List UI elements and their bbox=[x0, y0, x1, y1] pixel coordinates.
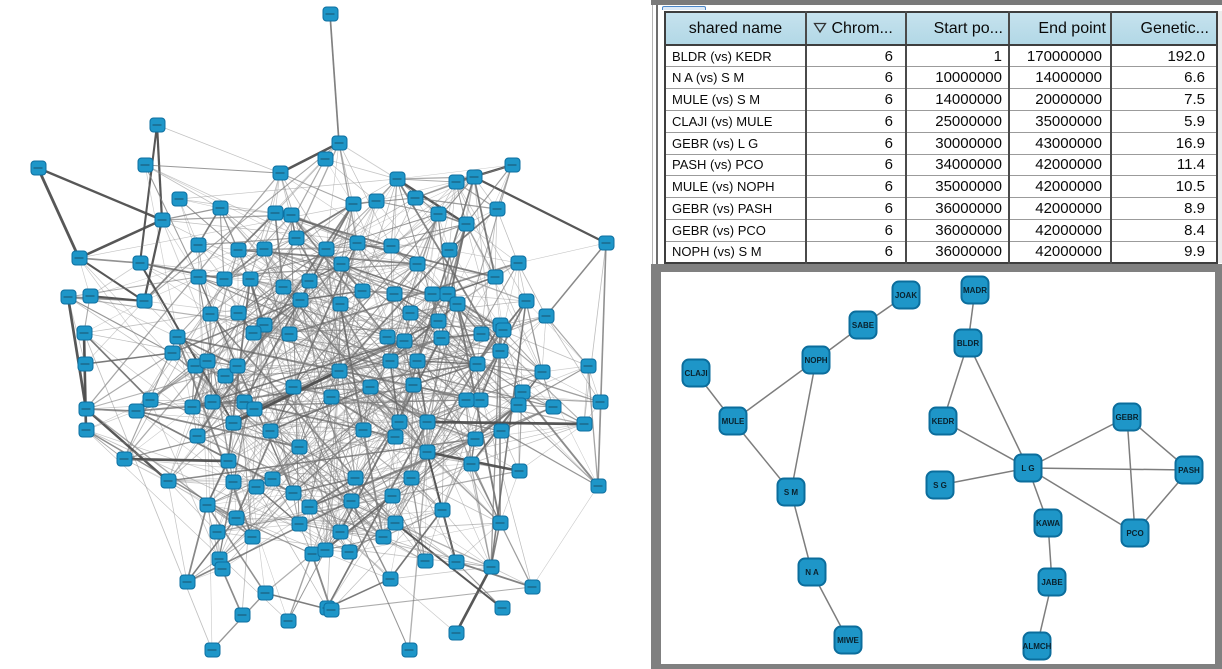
svg-text:L G: L G bbox=[1021, 464, 1034, 473]
svg-text:KEDR: KEDR bbox=[932, 417, 955, 426]
svg-text:PASH: PASH bbox=[1178, 466, 1200, 475]
svg-text:MULE: MULE bbox=[722, 417, 745, 426]
svg-text:MIWE: MIWE bbox=[837, 636, 859, 645]
svg-text:JOAK: JOAK bbox=[895, 291, 917, 300]
svg-text:CLAJI: CLAJI bbox=[684, 369, 707, 378]
svg-text:S M: S M bbox=[784, 488, 799, 497]
svg-text:ALMCH: ALMCH bbox=[1023, 642, 1052, 651]
svg-text:KAWA: KAWA bbox=[1036, 519, 1060, 528]
svg-text:PCO: PCO bbox=[1126, 529, 1143, 538]
svg-text:SABE: SABE bbox=[852, 321, 875, 330]
svg-text:MADR: MADR bbox=[963, 286, 987, 295]
svg-text:S G: S G bbox=[933, 481, 947, 490]
svg-text:GEBR: GEBR bbox=[1115, 413, 1138, 422]
svg-text:BLDR: BLDR bbox=[957, 339, 979, 348]
svg-text:JABE: JABE bbox=[1041, 578, 1063, 587]
svg-text:N A: N A bbox=[805, 568, 819, 577]
svg-text:NOPH: NOPH bbox=[804, 356, 827, 365]
